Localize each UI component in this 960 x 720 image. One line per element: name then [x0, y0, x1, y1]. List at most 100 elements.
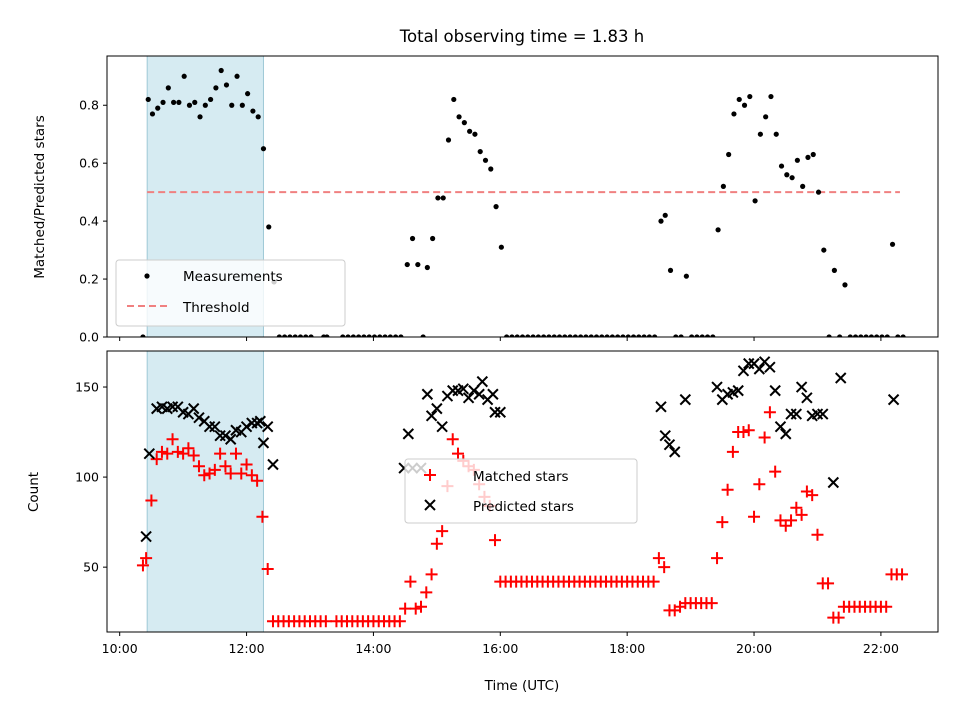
matched-star-point — [880, 600, 893, 613]
measurement-point — [245, 91, 251, 97]
matched-star-point — [187, 449, 200, 462]
matched-star-point — [811, 528, 824, 541]
observing-window-shade-count — [146, 350, 264, 633]
predicted-star-point — [468, 384, 480, 397]
x-tick-label: 10:00 — [102, 641, 138, 656]
matched-star-point — [177, 447, 190, 460]
measurement-point — [810, 151, 816, 158]
predicted-star-point — [679, 393, 692, 406]
measurement-point — [223, 82, 230, 88]
measurement-point — [704, 334, 711, 337]
measurement-point — [884, 334, 890, 337]
predicted-star-point — [219, 429, 232, 442]
predicted-star-point — [764, 361, 776, 373]
legend-measurements-marker — [144, 273, 150, 279]
matched-star-point — [235, 467, 248, 480]
matched-star-point — [140, 552, 153, 565]
matched-star-point — [256, 510, 269, 523]
measurement-point — [345, 334, 351, 337]
measurement-point — [165, 85, 171, 91]
matched-star-point — [136, 559, 149, 572]
matched-star-point — [774, 514, 787, 527]
ratio-y-tick-label: 0.4 — [79, 214, 99, 229]
measurement-point — [652, 334, 658, 337]
predicted-star-point — [737, 365, 750, 377]
measurement-point — [593, 334, 600, 337]
predicted-star-point — [489, 406, 501, 418]
matched-star-point — [182, 442, 195, 455]
legend-measurements-label: Measurements — [183, 269, 283, 285]
measurement-point — [477, 148, 483, 155]
measurement-point — [842, 282, 848, 288]
predicted-star-point — [476, 375, 489, 388]
measurement-point — [879, 334, 885, 337]
measurement-point — [287, 334, 293, 337]
measurement-point — [578, 334, 584, 337]
measurement-point — [197, 114, 203, 120]
measurement-point — [689, 334, 695, 337]
x-tick-label: 16:00 — [482, 641, 518, 656]
predicted-star-point — [254, 415, 267, 427]
predicted-star-point — [140, 530, 152, 543]
predicted-star-point — [257, 437, 270, 449]
measurement-point — [493, 204, 499, 210]
count-legend-box — [404, 458, 638, 524]
predicted-star-point — [193, 411, 205, 424]
predicted-star-point — [473, 388, 485, 400]
matched-star-point — [806, 489, 819, 502]
measurement-points — [140, 67, 906, 337]
measurement-point — [192, 99, 198, 105]
ratio-y-axis-label: Matched/Predicted stars — [32, 115, 48, 278]
matched-star-point — [155, 445, 168, 458]
measurement-point — [658, 218, 664, 224]
measurement-point — [530, 334, 536, 337]
predicted-star-point — [835, 372, 847, 384]
matched-star-point — [166, 433, 179, 446]
measurement-point — [202, 102, 208, 108]
matched-star-point — [737, 426, 750, 439]
count-y-tick-label: 150 — [75, 380, 99, 395]
measurement-point — [361, 334, 367, 337]
measurement-point — [863, 334, 869, 337]
predicted-star-point — [421, 388, 434, 400]
matched-star-point — [652, 552, 665, 565]
matched-star-point — [245, 469, 258, 482]
measurement-point — [572, 334, 578, 337]
matched-star-point — [711, 552, 724, 565]
predicted-star-point — [447, 384, 459, 397]
measurement-point — [176, 99, 182, 105]
matched-star-point — [721, 483, 734, 496]
measurement-point — [720, 183, 726, 189]
measurement-point — [868, 334, 874, 337]
measurement-point — [461, 120, 467, 126]
matched-star-point — [214, 447, 227, 460]
predicted-star-point — [790, 408, 803, 420]
measurement-point — [160, 99, 166, 105]
measurement-point — [821, 247, 827, 253]
measurement-point — [371, 334, 378, 337]
matched-star-point — [779, 519, 792, 532]
count-y-ticks: 50 100 150 — [75, 380, 107, 575]
measurement-point — [646, 334, 652, 337]
matched-star-point — [832, 611, 845, 624]
legend-matched-marker — [424, 469, 436, 481]
count-x-ticks: 10:00 12:00 14:00 16:00 18:00 20:00 22:00 — [102, 632, 899, 656]
measurement-point — [736, 96, 742, 103]
measurement-point — [852, 334, 859, 337]
ratio-x-ticks — [119, 337, 882, 341]
measurement-point — [145, 96, 151, 103]
measurement-point — [208, 96, 214, 103]
measurement-point — [467, 128, 473, 134]
measurement-point — [546, 334, 552, 337]
count-y-axis-label: Count — [26, 472, 42, 512]
predicted-star-point — [711, 381, 723, 393]
measurement-point — [678, 334, 684, 337]
ratio-y-tick-label: 0.6 — [79, 156, 99, 171]
predicted-star-point — [769, 384, 781, 397]
matched-star-point — [150, 453, 163, 466]
measurement-point — [662, 212, 668, 218]
matched-star-point — [409, 602, 422, 615]
x-tick-label: 22:00 — [863, 641, 899, 656]
measurement-point — [773, 131, 779, 137]
